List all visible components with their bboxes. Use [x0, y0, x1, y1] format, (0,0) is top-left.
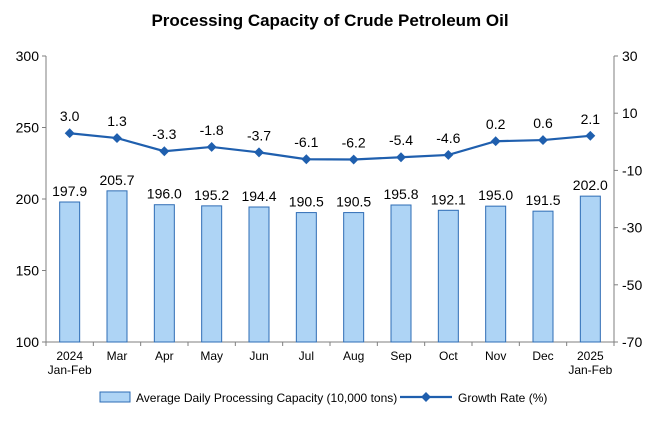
- growth-rate-marker: [538, 135, 548, 146]
- x-category-label: Jun: [249, 349, 268, 363]
- bar-value-label: 190.5: [289, 194, 324, 210]
- x-category-label: 2024: [56, 349, 83, 363]
- legend-bar-swatch: [99, 391, 131, 403]
- x-category-label: Oct: [439, 349, 458, 363]
- left-tick-label: 200: [16, 191, 40, 207]
- growth-rate-marker: [443, 150, 454, 160]
- bar-value-label: 192.1: [431, 191, 466, 207]
- growth-rate-marker: [64, 128, 75, 139]
- legend-bar-label: Average Daily Processing Capacity (10,00…: [136, 391, 397, 405]
- bar-value-label: 190.5: [336, 194, 371, 210]
- bar: [579, 195, 601, 343]
- right-tick-label: -10: [622, 162, 642, 178]
- growth-rate-marker: [348, 154, 359, 165]
- left-tick-label: 150: [16, 263, 40, 279]
- x-category-label: Jan-Feb: [48, 363, 92, 377]
- growth-rate-value-label: -6.1: [294, 134, 318, 150]
- bar-value-label: 197.9: [52, 183, 87, 199]
- bar: [343, 212, 365, 343]
- x-category-label: 2025: [577, 349, 604, 363]
- growth-rate-value-label: -3.3: [152, 126, 176, 142]
- x-category-label: Dec: [532, 349, 553, 363]
- bar: [201, 205, 223, 343]
- left-tick-label: 250: [16, 120, 40, 136]
- bar: [437, 209, 459, 343]
- growth-rate-value-label: 2.1: [581, 111, 601, 127]
- bar-value-label: 196.0: [147, 186, 182, 202]
- growth-rate-marker: [396, 152, 406, 163]
- plot-area: 100 150 200 250 300 -70 -50 -30 -10 10 30 197.9 205.…: [16, 48, 643, 377]
- growth-rate-value-label: -5.4: [389, 132, 413, 148]
- bar: [106, 190, 128, 343]
- bar-value-label: 195.8: [383, 186, 418, 202]
- right-tick-label: -50: [622, 277, 642, 293]
- bar-value-label: 205.7: [99, 172, 134, 188]
- x-category-label: Jul: [299, 349, 314, 363]
- bar-value-label: 191.5: [525, 192, 560, 208]
- x-category-label: Sep: [390, 349, 412, 363]
- legend: Average Daily Processing Capacity (10,00…: [99, 391, 547, 405]
- chart-title: Processing Capacity of Crude Petroleum O…: [151, 11, 508, 30]
- bar: [532, 210, 554, 343]
- x-category-label: Mar: [107, 349, 128, 363]
- growth-rate-marker: [585, 130, 596, 141]
- growth-rate-value-label: 0.2: [486, 116, 506, 132]
- growth-rate-value-label: -3.7: [247, 127, 271, 143]
- legend-line-marker: [421, 392, 431, 402]
- bar: [153, 204, 175, 343]
- x-category-label: Aug: [343, 349, 364, 363]
- right-tick-label: -30: [622, 220, 642, 236]
- growth-rate-line: [69, 132, 591, 161]
- bar-value-label: 195.0: [478, 187, 513, 203]
- bar-value-label: 202.0: [573, 177, 608, 193]
- bar: [390, 204, 412, 343]
- right-tick-label: 30: [622, 48, 638, 64]
- growth-rate-marker: [254, 147, 264, 158]
- growth-rate-marker: [159, 146, 170, 157]
- growth-rate-value-label: 1.3: [107, 113, 127, 129]
- legend-line-label: Growth Rate (%): [458, 391, 547, 405]
- left-tick-label: 300: [16, 48, 40, 64]
- bar: [295, 212, 317, 343]
- x-category-label: Jan-Feb: [568, 363, 612, 377]
- growth-rate-marker: [112, 133, 122, 144]
- right-tick-label: -70: [622, 334, 642, 350]
- bar-value-label: 195.2: [194, 187, 229, 203]
- bar-value-label: 194.4: [241, 188, 276, 204]
- growth-rate-value-label: -6.2: [342, 135, 366, 151]
- x-category-label: May: [200, 349, 223, 363]
- x-category-label: Nov: [485, 349, 506, 363]
- left-tick-label: 100: [16, 334, 40, 350]
- growth-rate-value-label: -1.8: [200, 122, 224, 138]
- bar: [485, 205, 507, 343]
- bar: [59, 201, 81, 343]
- bar: [248, 206, 270, 343]
- x-category-label: Apr: [155, 349, 174, 363]
- growth-rate-value-label: -4.6: [436, 130, 460, 146]
- growth-rate-value-label: 3.0: [60, 108, 80, 124]
- right-tick-label: 10: [622, 105, 638, 121]
- growth-rate-marker: [490, 136, 501, 147]
- growth-rate-marker: [206, 141, 217, 152]
- growth-rate-marker: [301, 154, 312, 165]
- growth-rate-value-label: 0.6: [533, 115, 553, 131]
